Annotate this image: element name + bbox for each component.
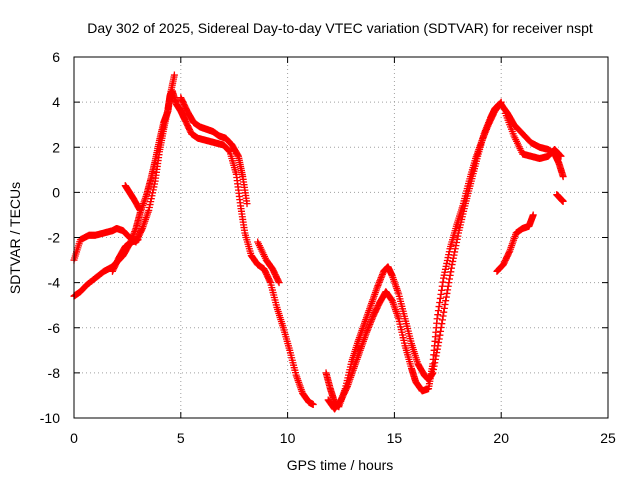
series-night-lower: [493, 211, 537, 275]
series-morning-branch: [108, 236, 142, 275]
data-point: [559, 173, 567, 181]
y-tick-label: 4: [52, 94, 60, 110]
data-point: [243, 200, 251, 208]
x-tick-label: 20: [493, 430, 509, 446]
axis-ticks: [73, 56, 609, 419]
data-point: [170, 71, 178, 79]
y-tick-label: 2: [52, 139, 60, 155]
y-tick-label: -4: [48, 275, 61, 291]
data-points: [70, 71, 567, 413]
series-dawn-upper: [121, 182, 144, 214]
series-morning-upper: [70, 71, 178, 264]
y-tick-label: -8: [48, 365, 61, 381]
x-tick-label: 0: [70, 430, 78, 446]
y-tick-label: -2: [48, 230, 61, 246]
y-tick-label: 6: [52, 49, 60, 65]
series-afternoon-branch: [254, 238, 283, 287]
data-point: [134, 236, 142, 244]
data-point: [309, 400, 317, 408]
x-tick-label: 15: [387, 430, 403, 446]
x-tick-label: 5: [177, 430, 185, 446]
y-tick-label: 0: [52, 184, 60, 200]
series-main: [70, 87, 317, 408]
x-tick-labels: 0 5 10 15 20 25: [70, 430, 616, 446]
series-night-mid: [501, 109, 565, 163]
x-axis-label: GPS time / hours: [287, 457, 394, 473]
series-day-upper: [177, 94, 251, 208]
y-axis-label: SDTVAR / TECUs: [7, 182, 23, 294]
y-tick-label: -6: [48, 320, 61, 336]
series-evening-lower: [324, 98, 505, 413]
data-point: [275, 279, 283, 287]
series-night-tail: [553, 191, 567, 205]
data-point: [559, 197, 567, 205]
data-point: [557, 152, 565, 160]
chart-title: Day 302 of 2025, Sidereal Day-to-day VTE…: [87, 20, 593, 36]
y-tick-label: -10: [40, 410, 60, 426]
y-tick-labels: -10 -8 -6 -4 -2 0 2 4 6: [40, 49, 60, 426]
data-point: [529, 211, 537, 219]
x-tick-label: 25: [600, 430, 616, 446]
x-tick-label: 10: [280, 430, 296, 446]
grid: [74, 57, 608, 418]
data-point: [136, 206, 144, 214]
